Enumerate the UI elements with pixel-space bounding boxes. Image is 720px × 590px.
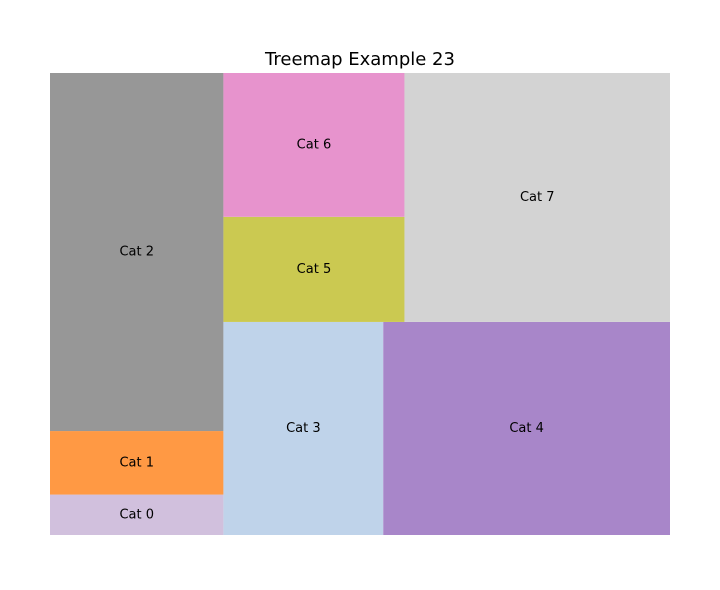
treemap-label-cat-2: Cat 2	[119, 245, 154, 260]
treemap-label-cat-4: Cat 4	[509, 421, 544, 436]
treemap-label-cat-7: Cat 7	[520, 190, 555, 205]
treemap-label-cat-5: Cat 5	[297, 262, 332, 277]
treemap-cells	[50, 73, 670, 535]
treemap-cell-cat-4	[383, 321, 670, 535]
treemap-cell-cat-2	[50, 73, 224, 432]
treemap-labels: Cat 0 Cat 1 Cat 2 Cat 3 Cat 4 Cat 5 Cat 6 Cat 7	[119, 137, 554, 522]
treemap-cell-cat-5	[223, 216, 405, 322]
treemap-cell-cat-3	[223, 321, 384, 535]
chart-title: Treemap Example 23	[264, 49, 455, 70]
treemap-label-cat-0: Cat 0	[119, 507, 154, 522]
treemap-cell-cat-6	[223, 73, 405, 217]
treemap-cell-cat-0	[50, 494, 224, 535]
treemap-label-cat-1: Cat 1	[119, 455, 154, 470]
treemap-cell-cat-1	[50, 431, 224, 495]
treemap-cell-cat-7	[404, 73, 670, 322]
treemap-label-cat-3: Cat 3	[286, 421, 321, 436]
treemap-label-cat-6: Cat 6	[297, 137, 332, 152]
